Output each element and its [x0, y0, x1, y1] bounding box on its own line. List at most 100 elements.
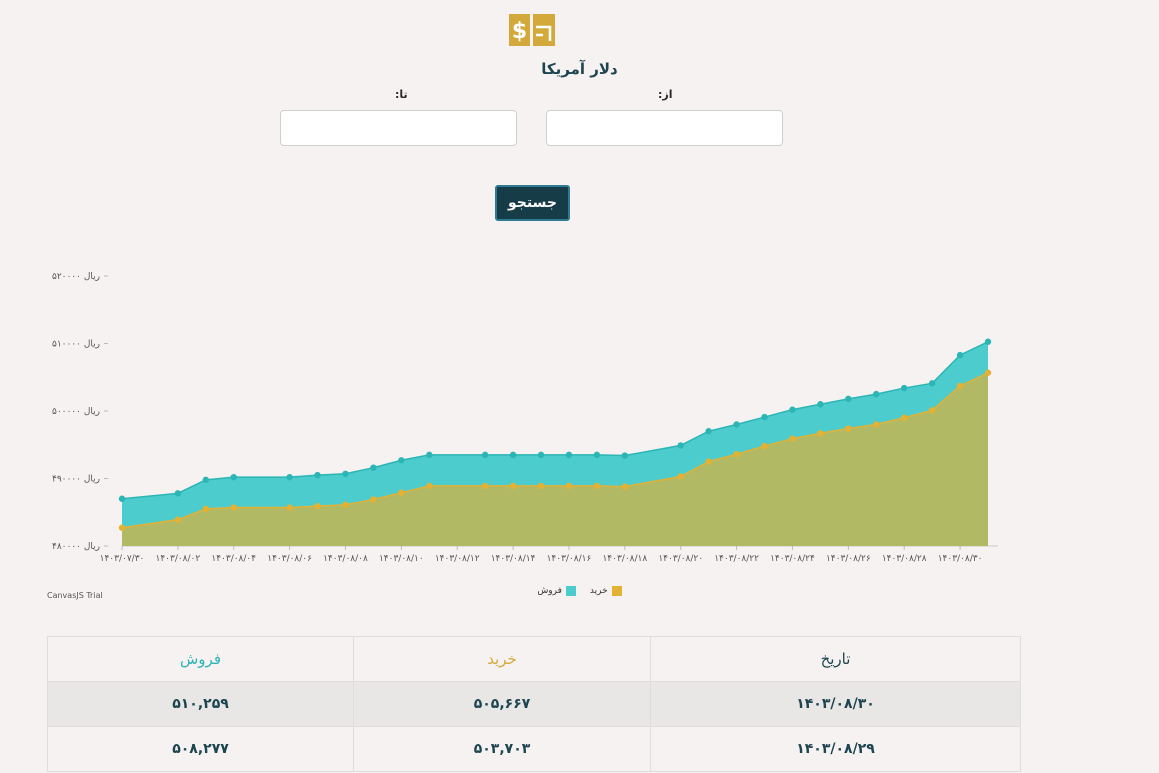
- price-table: تاریخ خرید فروش ۱۴۰۳/۰۸/۳۰ ۵۰۵,۶۶۷ ۵۱۰,۲…: [47, 636, 1021, 772]
- series-sell-point: [342, 470, 349, 477]
- series-buy-point: [705, 458, 712, 465]
- series-sell-point: [537, 451, 545, 459]
- legend-item-buy[interactable]: خرید: [590, 586, 622, 596]
- table-row: ۱۴۰۳/۰۸/۳۰ ۵۰۵,۶۶۷ ۵۱۰,۲۵۹: [47, 681, 1021, 727]
- series-buy-point: [900, 414, 908, 421]
- series-sell-point: [928, 380, 936, 387]
- cell-buy: ۵۰۳,۷۰۳: [353, 726, 651, 772]
- x-tick-label: ۱۴۰۳/۰۸/۳۰: [938, 554, 983, 564]
- series-buy-point: [733, 451, 740, 458]
- svg-text:$: $: [512, 19, 527, 44]
- series-sell-point: [621, 452, 629, 459]
- series-buy-point: [845, 425, 852, 432]
- column-header-date[interactable]: تاریخ: [650, 636, 1021, 682]
- search-button[interactable]: جستجو: [495, 185, 570, 221]
- series-sell-point: [845, 395, 852, 403]
- series-sell-point: [873, 390, 880, 398]
- y-tick-label: ریال ۵۲۰۰۰۰: [52, 272, 100, 282]
- series-sell-point: [761, 413, 768, 421]
- series-sell-point: [398, 457, 405, 464]
- series-buy-point: [956, 382, 964, 390]
- series-sell-point: [509, 451, 517, 459]
- series-buy-point: [230, 504, 237, 511]
- series-buy-point: [118, 524, 126, 531]
- x-tick-label: ۱۴۰۳/۰۸/۲۸: [882, 554, 927, 564]
- cell-buy: ۵۰۵,۶۶۷: [353, 681, 651, 727]
- series-sell-point: [230, 473, 237, 481]
- series-buy-line: [121, 372, 989, 529]
- x-tick-label: ۱۴۰۳/۰۸/۱۲: [435, 554, 480, 564]
- series-sell-point: [202, 476, 210, 484]
- series-buy-point: [817, 430, 824, 437]
- x-tick-label: ۱۴۰۳/۰۸/۲۲: [714, 554, 759, 564]
- series-sell-point: [481, 451, 489, 459]
- series-buy-point: [565, 482, 573, 490]
- series-sell-point: [900, 384, 908, 392]
- cell-date: ۱۴۰۳/۰۸/۳۰: [650, 681, 1021, 727]
- chart-legend: خرید فروش: [0, 586, 1159, 596]
- series-buy-point: [342, 501, 349, 509]
- x-tick-label: ۱۴۰۳/۰۸/۰۲: [155, 554, 200, 564]
- page-title: دلار آمریکا: [541, 60, 618, 78]
- series-buy-point: [202, 505, 210, 513]
- x-tick-label: ۱۴۰۳/۰۸/۱۰: [379, 554, 424, 564]
- series-sell-point: [314, 471, 321, 479]
- x-tick-label: ۱۴۰۳/۰۸/۲۴: [770, 554, 815, 564]
- series-sell-point: [426, 451, 433, 459]
- legend-swatch-buy: [611, 586, 622, 596]
- series-buy-point: [984, 369, 992, 376]
- series-buy-point: [314, 502, 321, 510]
- series-buy-point: [174, 516, 182, 523]
- x-tick-label: ۱۴۰۳/۰۸/۱۶: [547, 554, 592, 564]
- to-label: تا:: [395, 88, 408, 101]
- price-chart: ریال ۴۸۰۰۰۰ ریال ۴۹۰۰۰۰ ریال ۵۰۰۰۰۰ ریال ۵۱…: [52, 272, 998, 564]
- x-tick-label: ۱۴۰۳/۰۸/۲۰: [658, 554, 703, 564]
- series-buy-point: [286, 504, 293, 511]
- series-buy-point: [789, 435, 796, 442]
- cell-sell: ۵۱۰,۲۵۹: [47, 681, 354, 727]
- series-sell-point: [118, 495, 126, 502]
- y-tick-label: ریال ۴۹۰۰۰۰: [52, 475, 100, 485]
- series-buy-point: [426, 482, 433, 490]
- series-sell-point: [733, 421, 740, 428]
- legend-label-sell: فروش: [537, 586, 562, 596]
- legend-item-sell[interactable]: فروش: [537, 586, 576, 596]
- table-header-row: تاریخ خرید فروش: [47, 636, 1021, 682]
- chart-trial-watermark: CanvasJS Trial: [47, 591, 103, 600]
- x-tick-label: ۱۴۰۳/۰۸/۰۶: [267, 554, 312, 564]
- x-tick-label: ۱۴۰۳/۰۸/۰۸: [323, 554, 368, 564]
- series-buy-point: [370, 496, 377, 503]
- legend-swatch-sell: [565, 586, 576, 596]
- cell-date: ۱۴۰۳/۰۸/۲۹: [650, 726, 1021, 772]
- to-date-input[interactable]: [280, 110, 517, 146]
- series-sell-point: [286, 473, 293, 481]
- series-buy-point: [928, 407, 936, 414]
- y-tick-label: ریال ۴۸۰۰۰۰: [52, 542, 100, 552]
- series-sell-point: [174, 490, 182, 497]
- series-buy-point: [761, 442, 768, 450]
- series-sell-point: [956, 351, 964, 359]
- series-sell-point: [789, 406, 796, 413]
- series-sell-point: [565, 451, 573, 459]
- x-tick-label: ۱۴۰۳/۰۸/۱۸: [602, 554, 647, 564]
- cell-sell: ۵۰۸,۲۷۷: [47, 726, 354, 772]
- x-tick-label: ۱۴۰۳/۰۸/۱۴: [491, 554, 536, 564]
- series-sell-point: [677, 442, 684, 449]
- series-sell-line: [121, 341, 989, 500]
- series-buy-point: [509, 482, 517, 490]
- table-row: ۱۴۰۳/۰۸/۲۹ ۵۰۳,۷۰۳ ۵۰۸,۲۷۷: [47, 726, 1021, 772]
- x-tick-label: ۱۴۰۳/۰۷/۳۰: [100, 554, 145, 564]
- series-sell-point: [370, 464, 377, 471]
- from-date-input[interactable]: [546, 110, 783, 146]
- series-sell-point: [817, 401, 824, 408]
- series-buy-point: [873, 421, 880, 428]
- series-buy-point: [593, 482, 601, 490]
- x-tick-label: ۱۴۰۳/۰۸/۰۴: [211, 554, 256, 564]
- legend-label-buy: خرید: [589, 586, 608, 596]
- series-buy-point: [481, 482, 489, 490]
- column-header-buy[interactable]: خرید: [353, 636, 651, 682]
- series-buy-point: [537, 482, 545, 490]
- series-sell-point: [593, 451, 601, 459]
- series-buy-area: [122, 372, 988, 546]
- column-header-sell[interactable]: فروش: [47, 636, 354, 682]
